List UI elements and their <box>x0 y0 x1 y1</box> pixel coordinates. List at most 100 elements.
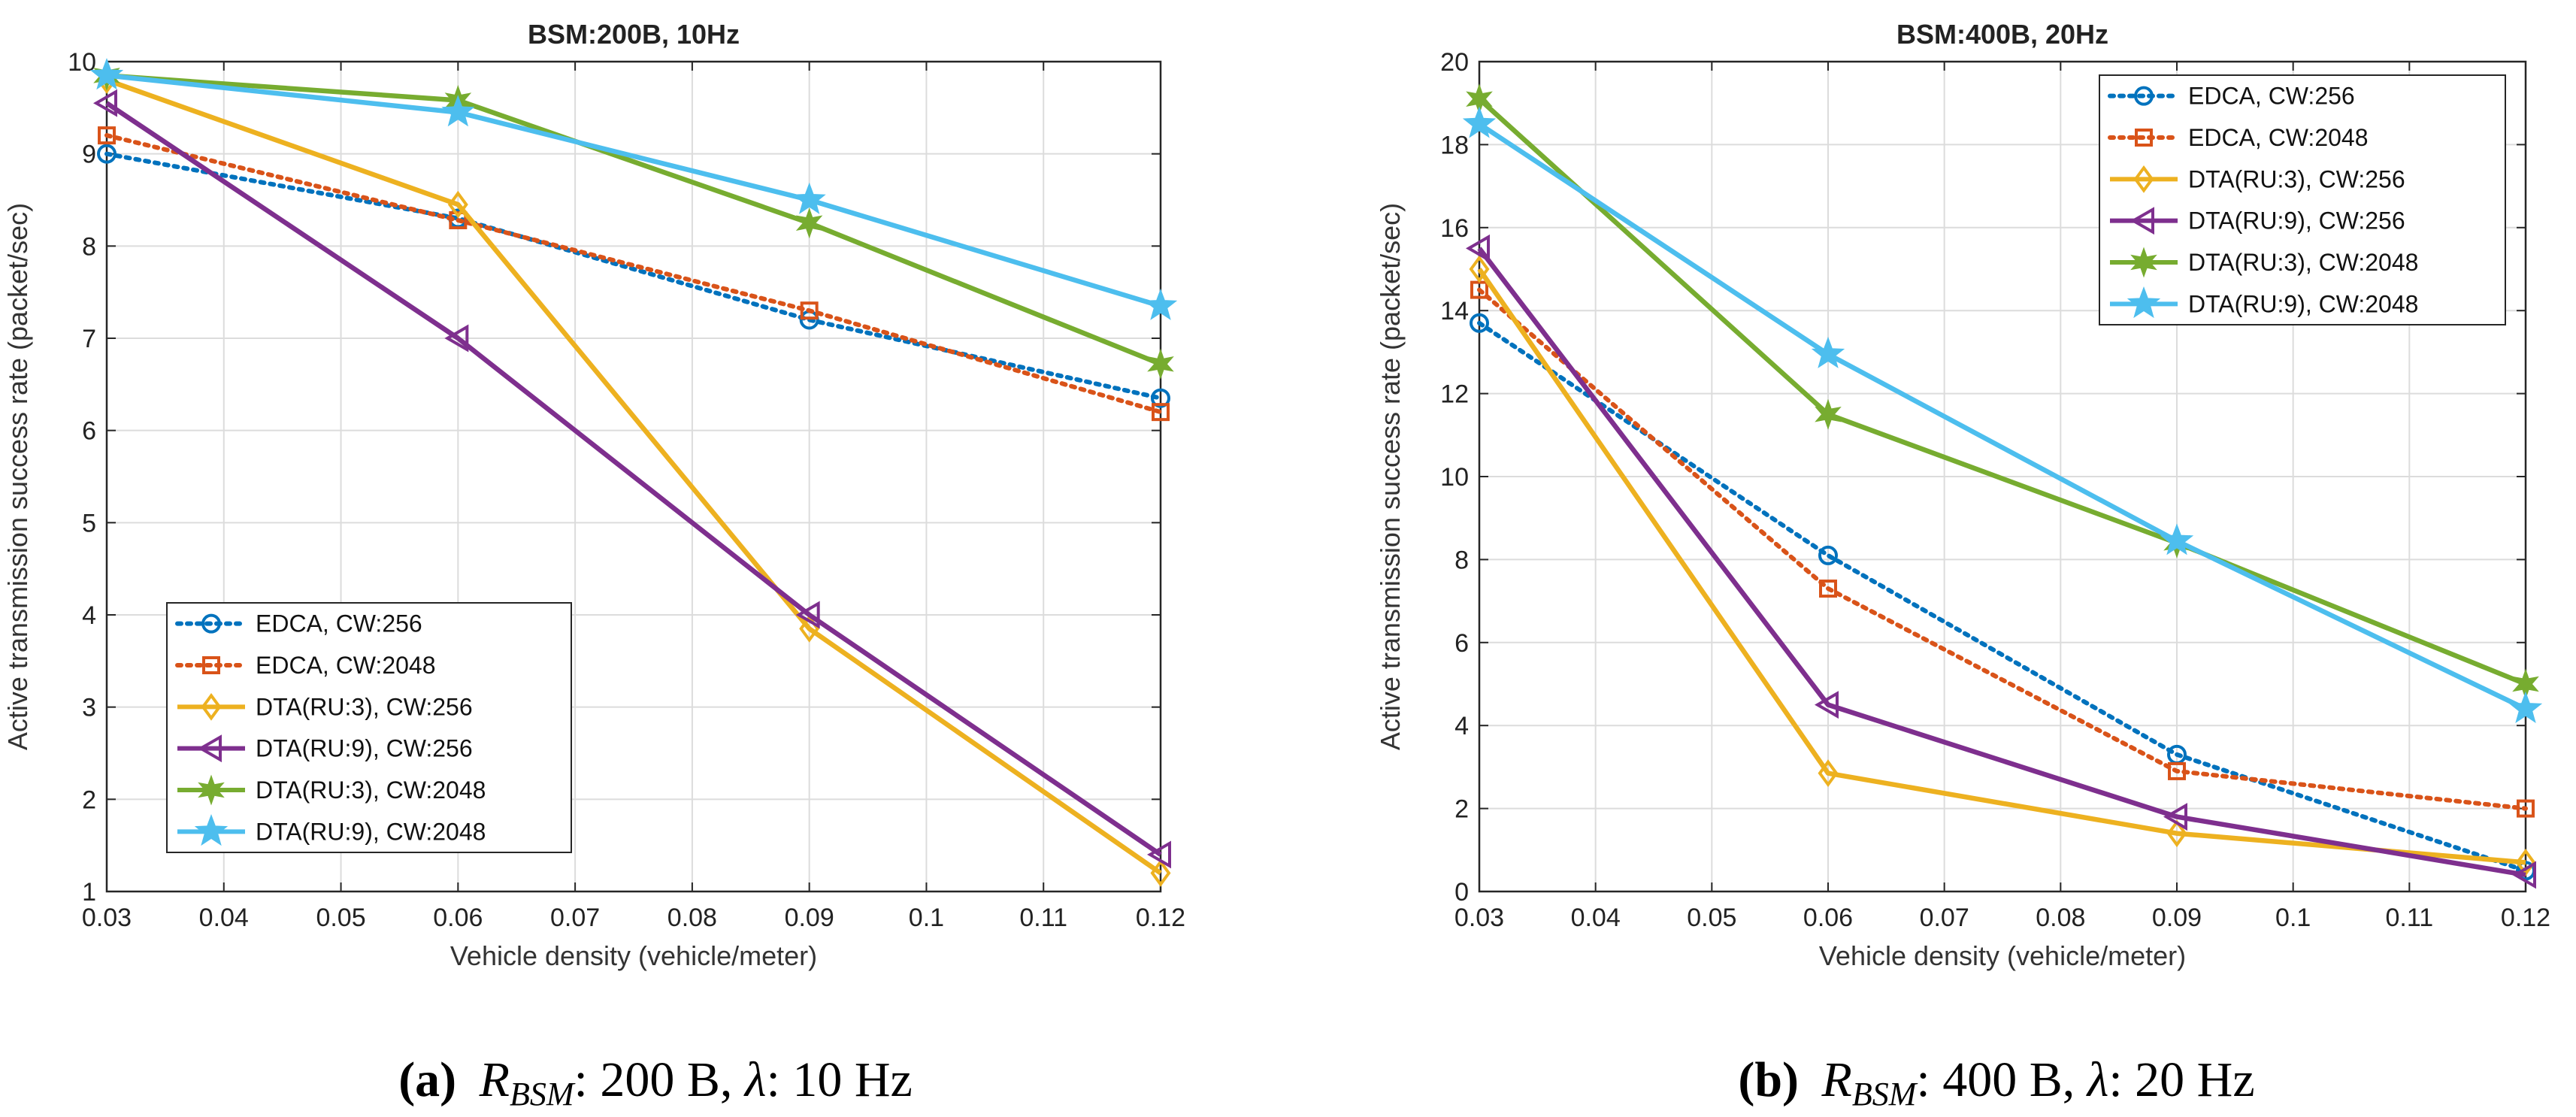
legend-label: DTA(RU:9), CW:256 <box>2188 207 2405 235</box>
data-point <box>92 89 117 117</box>
legend-label: EDCA, CW:256 <box>256 610 422 637</box>
legend-marker <box>2130 207 2154 235</box>
data-point <box>1818 545 1838 565</box>
legend-marker <box>2130 247 2157 278</box>
y-tick-label: 12 <box>1440 380 1469 409</box>
series-line <box>1477 247 2526 878</box>
x-tick-label: 0.07 <box>1920 904 1969 932</box>
series-line <box>1477 97 2527 687</box>
data-point <box>1470 313 1489 333</box>
x-tick-label: 0.05 <box>316 904 365 932</box>
data-point <box>441 95 475 127</box>
axes-box <box>105 60 1162 893</box>
data-point <box>1819 580 1837 598</box>
y-tick-label: 8 <box>82 232 96 261</box>
legend-marker <box>201 613 221 634</box>
y-tick-label: 5 <box>82 509 96 537</box>
data-point <box>1147 348 1174 380</box>
x-tick-label: 0.08 <box>667 904 717 932</box>
data-point <box>1818 759 1839 788</box>
y-tick-label: 4 <box>1454 712 1469 740</box>
legend-entry: DTA(RU:9), CW:256 <box>2110 207 2405 235</box>
data-point <box>2166 819 2187 848</box>
x-tick-label: 0.12 <box>1136 904 1185 932</box>
legend-entry: DTA(RU:9), CW:2048 <box>2110 286 2418 319</box>
series-line <box>104 151 1163 401</box>
data-point <box>89 58 124 90</box>
y-tick-label: 3 <box>82 694 96 722</box>
y-tick-label: 10 <box>68 48 96 77</box>
x-tick-label: 0.06 <box>1803 904 1853 932</box>
y-tick-label: 1 <box>82 878 96 907</box>
legend-entry: DTA(RU:3), CW:256 <box>177 692 473 721</box>
y-tick-label: 6 <box>82 417 96 446</box>
legend-marker <box>194 814 229 846</box>
x-tick-label: 0.09 <box>785 904 834 932</box>
chart-title: BSM:400B, 20Hz <box>1896 19 2108 50</box>
data-point <box>1811 336 1845 368</box>
caption-b: (b) RBSM: 400 B, λ: 20 Hz <box>1738 1052 2254 1112</box>
y-tick-label: 10 <box>1440 463 1469 492</box>
y-tick-label: 16 <box>1440 214 1469 243</box>
data-point <box>1462 106 1497 138</box>
x-tick-label: 0.06 <box>433 904 483 932</box>
data-point <box>2160 523 2194 555</box>
series-4 <box>1465 234 2536 889</box>
legend-label: DTA(RU:3), CW:2048 <box>256 776 486 804</box>
y-axis-label: Active transmission success rate (packet… <box>1375 203 1406 750</box>
legend-label: EDCA, CW:2048 <box>2188 124 2369 151</box>
series-line <box>104 133 1163 415</box>
y-tick-label: 18 <box>1440 131 1469 159</box>
data-point <box>2163 803 2187 831</box>
legend-marker <box>202 656 220 674</box>
data-point <box>2511 861 2536 889</box>
data-point <box>98 126 116 145</box>
legend-label: DTA(RU:3), CW:2048 <box>2188 249 2418 276</box>
chart-title: BSM:200B, 10Hz <box>528 19 740 50</box>
series-line <box>105 77 1162 876</box>
legend-entry: EDCA, CW:2048 <box>2108 124 2369 151</box>
x-tick-label: 0.1 <box>2275 904 2311 932</box>
legend-entry: DTA(RU:9), CW:256 <box>177 734 473 763</box>
legend-entry: EDCA, CW:256 <box>2108 83 2355 110</box>
legend-label: DTA(RU:3), CW:256 <box>2188 165 2405 192</box>
data-point <box>792 182 826 214</box>
data-point <box>795 601 820 629</box>
legend-entry: DTA(RU:3), CW:256 <box>2110 165 2405 193</box>
legend-marker <box>2134 86 2154 106</box>
series-line <box>105 101 1162 857</box>
legend-label: DTA(RU:9), CW:2048 <box>2188 290 2418 317</box>
legend-label: EDCA, CW:2048 <box>256 652 436 679</box>
caption-a: (a) RBSM: 200 B, λ: 10 Hz <box>398 1052 913 1112</box>
legend-label: DTA(RU:9), CW:256 <box>256 735 473 762</box>
x-axis-label: Vehicle density (vehicle/meter) <box>450 940 817 971</box>
x-tick-label: 0.08 <box>2036 904 2085 932</box>
series-line <box>1478 122 2527 712</box>
legend: EDCA, CW:256 EDCA, CW:2048 DTA(RU:3), CW:2… <box>2099 74 2506 325</box>
data-point <box>1469 255 1490 283</box>
data-point <box>447 190 468 219</box>
data-point <box>1150 859 1171 887</box>
series-2 <box>1470 280 2535 818</box>
legend-marker <box>198 774 225 806</box>
legend-marker <box>2133 165 2154 193</box>
legend-label: DTA(RU:3), CW:256 <box>256 693 473 720</box>
data-point <box>444 324 469 353</box>
legend-entry: DTA(RU:9), CW:2048 <box>177 814 486 846</box>
x-tick-label: 0.07 <box>550 904 600 932</box>
y-tick-label: 4 <box>82 601 96 630</box>
y-tick-label: 9 <box>82 141 96 169</box>
series-4 <box>92 89 1171 869</box>
x-tick-label: 0.04 <box>199 904 249 932</box>
data-point <box>795 207 823 239</box>
data-point <box>2517 799 2535 818</box>
legend-marker <box>197 734 222 763</box>
series-2 <box>98 126 1170 422</box>
series-6 <box>89 58 1178 320</box>
legend-label: EDCA, CW:256 <box>2188 83 2355 110</box>
legend-entry: EDCA, CW:256 <box>175 610 422 637</box>
data-point <box>2508 691 2543 723</box>
legend-marker <box>2135 129 2153 147</box>
series-6 <box>1462 106 2543 723</box>
